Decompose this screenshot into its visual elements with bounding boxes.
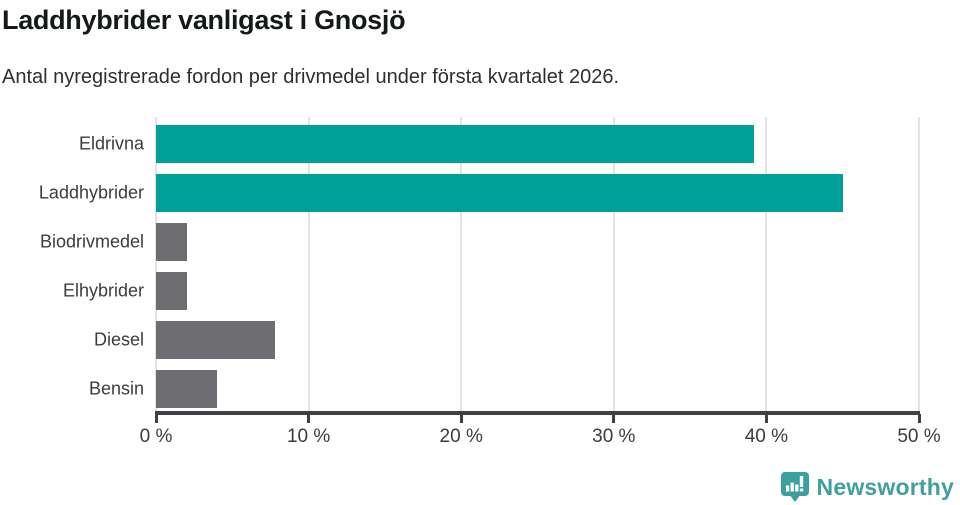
gridline	[765, 117, 768, 413]
bar-elhybrider	[156, 271, 187, 310]
bar-bensin	[156, 369, 218, 408]
category-label: Laddhybrider	[38, 182, 144, 202]
gridline	[918, 117, 920, 413]
x-axis-tick	[917, 414, 921, 423]
gridline	[155, 117, 157, 413]
gridline	[460, 117, 463, 413]
x-axis-tick	[154, 414, 158, 423]
bar-diesel	[156, 320, 276, 359]
x-axis-tick	[612, 414, 616, 423]
newsworthy-logo-icon	[780, 472, 809, 502]
category-label: Diesel	[93, 329, 144, 349]
gridline	[612, 117, 615, 413]
x-axis-tick-label: 0 %	[139, 426, 173, 447]
page-title: Laddhybrider vanligast i Gnosjö	[2, 5, 406, 35]
gridline	[307, 117, 310, 413]
x-axis-tick	[764, 414, 768, 423]
category-label: Elhybrider	[62, 280, 144, 300]
category-label: Eldrivna	[78, 133, 144, 153]
bar-biodrivmedel	[156, 222, 187, 261]
x-axis-tick	[307, 414, 311, 423]
bar-laddhybrider	[156, 173, 843, 212]
x-axis-tick-label: 30 %	[592, 426, 636, 447]
newsworthy-logo: Newsworthy	[780, 471, 954, 503]
newsworthy-logo-text: Newsworthy	[816, 473, 954, 500]
category-label: Biodrivmedel	[39, 231, 144, 251]
x-axis-tick-label: 40 %	[744, 426, 789, 447]
page-subtitle: Antal nyregistrerade fordon per drivmede…	[2, 66, 620, 88]
bar-eldrivna	[156, 124, 755, 163]
x-axis-tick	[459, 414, 463, 423]
category-label: Bensin	[88, 378, 144, 398]
x-axis-line	[155, 411, 920, 415]
x-axis-tick-label: 50 %	[897, 426, 941, 447]
x-axis-tick-label: 10 %	[286, 426, 331, 447]
x-axis-tick-label: 20 %	[439, 426, 483, 447]
